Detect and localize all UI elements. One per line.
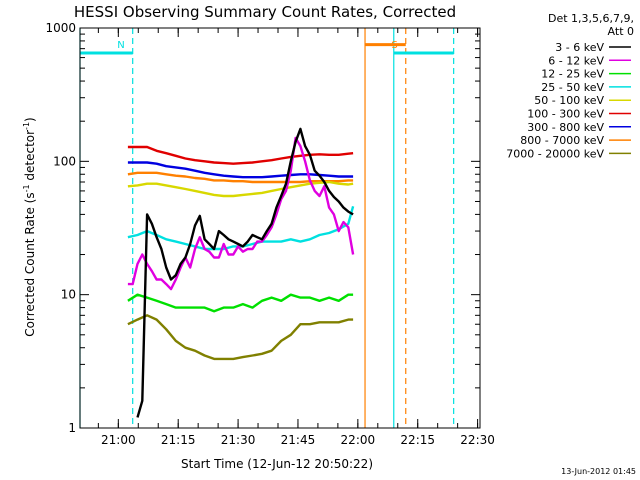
- chart-title: HESSI Observing Summary Count Rates, Cor…: [74, 3, 456, 21]
- x-tick-label-6: 22:30: [460, 433, 495, 447]
- legend-label-7: 800 - 7000 keV: [520, 134, 604, 147]
- series-line-1: [127, 136, 355, 291]
- series-line-7: [127, 171, 354, 184]
- footer-timestamp: 13-Jun-2012 01:45: [561, 467, 636, 476]
- y-tick-label-0: 1: [68, 421, 76, 435]
- legend-label-0: 3 - 6 keV: [555, 41, 604, 54]
- x-tick-label-5: 22:15: [400, 433, 435, 447]
- y-tick-label-3: 1000: [45, 21, 76, 35]
- x-tick-label-2: 21:30: [221, 433, 256, 447]
- plot-area: N S 1 10 100 1000 21:00 21:15 21:30 21:45 22:00 22:…: [45, 21, 494, 447]
- legend-header-line-1: Det 1,3,5,6,7,9,: [548, 12, 634, 25]
- series-line-8: [127, 314, 354, 361]
- legend-label-3: 25 - 50 keV: [541, 81, 604, 94]
- legend-label-8: 7000 - 20000 keV: [506, 147, 604, 160]
- legend-label-2: 12 - 25 keV: [541, 68, 604, 81]
- series-line-2: [127, 293, 354, 313]
- x-axis-label: Start Time (12-Jun-12 20:50:22): [181, 457, 373, 471]
- annotation-label-1: S: [391, 40, 397, 51]
- x-tick-label-0: 21:00: [101, 433, 136, 447]
- legend-label-5: 100 - 300 keV: [527, 108, 604, 121]
- y-axis-label-sup1: -1: [22, 184, 31, 192]
- series-line-4: [127, 180, 354, 198]
- y-tick-label-2: 100: [53, 154, 76, 168]
- y-tick-label-1: 10: [61, 288, 76, 302]
- series-line-3: [127, 205, 355, 251]
- x-tick-label-3: 21:45: [281, 433, 316, 447]
- axes-frame: [79, 27, 481, 429]
- legend-label-1: 6 - 12 keV: [548, 54, 604, 67]
- legend-label-4: 50 - 100 keV: [534, 94, 604, 107]
- y-axis-label: Corrected Count Rate (s-1 detector-1): [22, 117, 37, 336]
- x-tick-label-4: 22:00: [341, 433, 376, 447]
- y-axis-label-main: Corrected Count Rate (s: [23, 192, 37, 336]
- legend-header-line-2: Att 0: [608, 25, 634, 38]
- series-line-0: [136, 127, 354, 418]
- y-axis-label-sup2: -1: [22, 122, 31, 130]
- x-tick-label-1: 21:15: [161, 433, 196, 447]
- series-line-5: [127, 145, 354, 165]
- annotation-label-0: N: [117, 40, 124, 51]
- legend-label-6: 300 - 800 keV: [527, 121, 604, 134]
- y-axis-label-end: ): [23, 117, 37, 122]
- y-axis-label-mid: detector: [23, 130, 37, 185]
